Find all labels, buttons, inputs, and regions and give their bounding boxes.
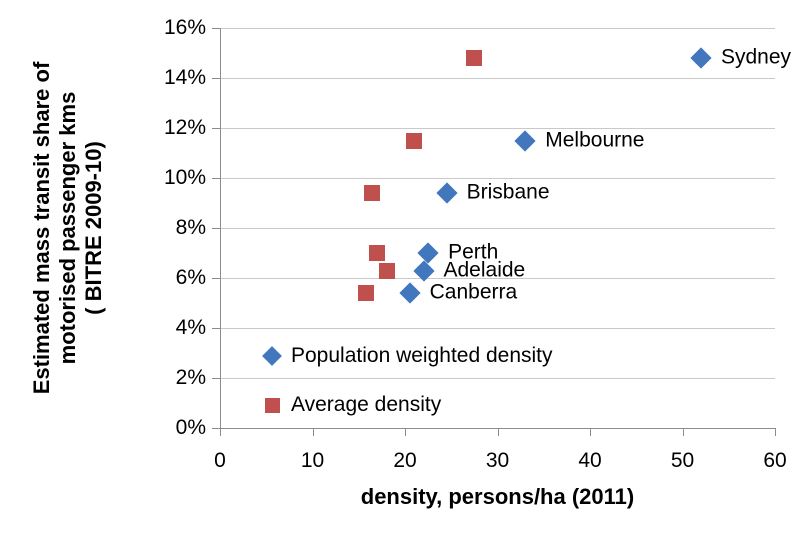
- avg-density-marker-canberra: [358, 285, 375, 301]
- legend-label: Average density: [291, 393, 442, 416]
- x-axis-tick: [682, 428, 684, 436]
- avg-density-marker-brisbane: [363, 185, 380, 201]
- y-axis-tick: [212, 128, 220, 129]
- city-label-canberra: Canberra: [429, 280, 518, 304]
- y-axis-tick: [212, 228, 220, 229]
- gridline: [220, 228, 775, 229]
- x-axis-tick: [775, 428, 776, 436]
- gridline: [220, 328, 775, 329]
- x-tick-label: 10: [300, 449, 325, 472]
- x-tick-label: 30: [485, 449, 510, 472]
- y-axis-tick: [212, 278, 220, 279]
- gridline: [220, 128, 775, 129]
- pwd-marker-brisbane: [436, 182, 458, 204]
- y-tick-label: 0%: [175, 416, 206, 439]
- avg-density-marker-adelaide: [378, 262, 395, 279]
- x-axis-tick: [220, 428, 221, 436]
- city-label-brisbane: Brisbane: [466, 180, 550, 204]
- y-axis-title-line: ( BITRE 2009-10): [81, 141, 106, 315]
- pwd-marker-perth: [417, 242, 439, 264]
- x-tick-label: 60: [763, 449, 787, 472]
- gridline: [220, 278, 775, 279]
- city-label-sydney: Sydney: [721, 45, 792, 69]
- y-axis-title-line: motorised passenger kms: [55, 91, 80, 365]
- gridline: [220, 378, 775, 379]
- y-axis-tick: [212, 328, 220, 329]
- y-tick-label: 8%: [175, 216, 206, 239]
- avg-density-marker-sydney: [466, 50, 483, 66]
- city-label-melbourne: Melbourne: [545, 128, 645, 152]
- pwd-marker-canberra: [399, 282, 421, 304]
- y-axis-tick: [212, 28, 220, 29]
- avg-density-marker-perth: [369, 245, 386, 261]
- pwd-marker-melbourne: [514, 129, 536, 152]
- y-axis-title: Estimated mass transit share of motorise…: [29, 18, 109, 438]
- x-axis-title: density, persons/ha (2011): [360, 484, 635, 509]
- gridline: [220, 78, 775, 79]
- y-tick-label: 14%: [163, 66, 206, 89]
- y-axis-tick: [212, 378, 220, 379]
- y-tick-label: 12%: [163, 116, 206, 139]
- city-label-adelaide: Adelaide: [443, 258, 526, 282]
- y-tick-label: 16%: [163, 16, 206, 39]
- legend-item-average-density: Average density: [262, 392, 441, 418]
- avg-density-marker-melbourne: [406, 132, 423, 149]
- y-tick-label: 10%: [163, 166, 206, 189]
- y-axis-title-line: Estimated mass transit share of: [29, 61, 54, 395]
- legend-item-population-weighted-density: Population weighted density: [262, 343, 553, 369]
- y-tick-label: 2%: [175, 366, 206, 389]
- y-axis-tick: [212, 178, 220, 179]
- square-marker-icon: [265, 397, 280, 413]
- x-tick-label: 50: [670, 449, 695, 472]
- x-tick-label: 0: [214, 449, 226, 472]
- city-label-perth: Perth: [448, 240, 499, 264]
- y-axis-tick: [212, 78, 220, 79]
- legend-label: Population weighted density: [291, 344, 553, 367]
- y-tick-label: 6%: [175, 266, 206, 289]
- x-axis-tick: [405, 428, 406, 436]
- gridline: [220, 178, 775, 179]
- x-axis-tick: [312, 428, 314, 436]
- x-axis-tick: [497, 428, 499, 436]
- gridline: [220, 28, 775, 29]
- x-tick-label: 20: [393, 449, 417, 472]
- x-axis-tick: [590, 428, 591, 436]
- pwd-marker-sydney: [690, 47, 712, 69]
- y-axis-tick: [212, 428, 220, 429]
- y-axis-line: [220, 28, 221, 429]
- x-tick-label: 40: [578, 449, 602, 472]
- diamond-marker-icon: [262, 346, 282, 366]
- y-tick-label: 4%: [175, 316, 206, 339]
